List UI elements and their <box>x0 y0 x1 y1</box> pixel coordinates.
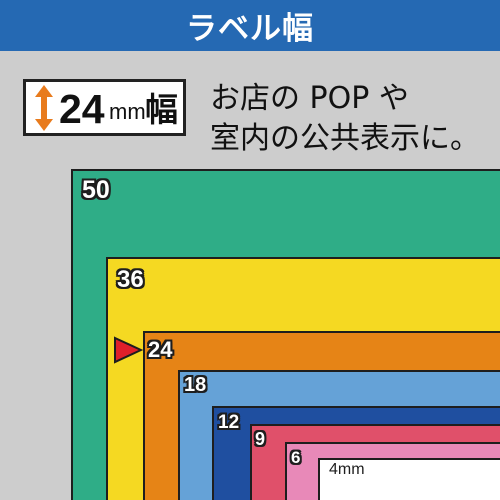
width-indicator: 24 mm 幅 <box>23 79 186 136</box>
width-unit: mm <box>109 99 146 124</box>
page-title: ラベル幅 <box>186 11 314 47</box>
width-number: 24 <box>59 86 105 132</box>
tape-label-50: 50 <box>82 176 110 204</box>
selected-marker-icon <box>114 336 143 364</box>
tape-label-36: 36 <box>117 266 144 293</box>
tape-label-9: 9 <box>255 429 266 449</box>
double-arrow-icon <box>35 85 53 131</box>
tape-label-24: 24 <box>148 337 173 362</box>
tape-label-6: 6 <box>291 448 301 467</box>
description-line-1: お店の POP や <box>210 81 409 116</box>
header-banner: ラベル幅 <box>0 0 500 51</box>
tape-label-4mm: 4mm <box>329 461 365 478</box>
tape-label-18: 18 <box>184 374 207 396</box>
tape-4mm <box>318 458 500 500</box>
tape-label-12: 12 <box>218 412 240 433</box>
description-line-2: 室内の公共表示に。 <box>210 121 480 156</box>
width-suffix: 幅 <box>145 90 178 129</box>
